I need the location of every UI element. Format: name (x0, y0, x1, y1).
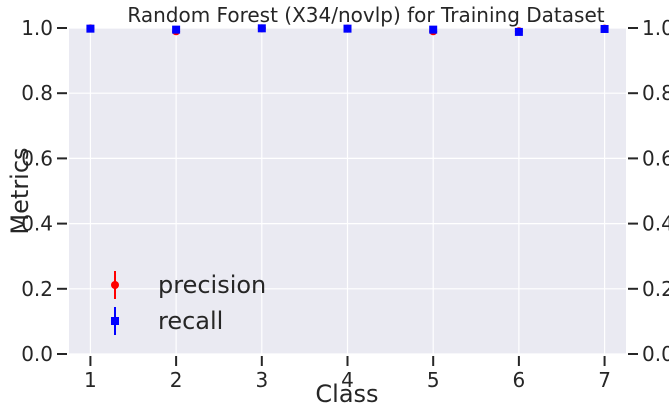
y-tick-label-right: 0.2 (642, 277, 669, 301)
x-tick-label: 3 (255, 368, 268, 392)
legend-marker (111, 281, 119, 289)
y-tick-label-left: 0.2 (21, 277, 53, 301)
x-axis-label: Class (315, 380, 378, 408)
y-tick-label-right: 0.4 (642, 212, 669, 236)
recall-point (429, 25, 438, 34)
y-tick-label-left: 0.6 (21, 146, 53, 170)
legend-item-precision: precision (111, 271, 266, 299)
ticks: 0.0 0.0 0.2 0.2 0.4 0.4 0.6 0.6 0.8 0.8 1.0 1.0 1 2 3 4… (21, 16, 669, 392)
legend: precision recall (111, 271, 266, 335)
x-tick-label: 6 (513, 368, 526, 392)
series-recall (86, 24, 609, 36)
legend-label: recall (158, 307, 223, 335)
x-tick-label: 5 (427, 368, 440, 392)
chart-title: Random Forest (X34/novlp) for Training D… (127, 3, 604, 27)
y-tick-label-right: 1.0 (642, 16, 669, 40)
legend-marker (111, 317, 119, 325)
y-tick-label-right: 0.8 (642, 81, 669, 105)
y-tick-label-left: 0.4 (21, 212, 53, 236)
x-tick-label: 2 (170, 368, 183, 392)
grid (69, 27, 626, 355)
y-tick-label-left: 1.0 (21, 16, 53, 40)
recall-point (257, 24, 266, 33)
x-tick-label: 4 (341, 368, 354, 392)
legend-item-recall: recall (111, 307, 223, 335)
recall-point (86, 24, 95, 33)
x-tick-label: 7 (598, 368, 611, 392)
x-tick-label: 1 (84, 368, 97, 392)
y-tick-label-left: 0.0 (21, 342, 53, 366)
y-tick-label-left: 0.8 (21, 81, 53, 105)
y-tick-label-right: 0.0 (642, 342, 669, 366)
y-tick-label-right: 0.6 (642, 146, 669, 170)
data-marks (86, 24, 609, 36)
legend-label: precision (158, 271, 266, 299)
recall-point (172, 25, 181, 34)
recall-point (514, 27, 523, 36)
recall-point (600, 24, 609, 33)
recall-point (343, 24, 352, 33)
y-axis-label: Metrics (6, 147, 34, 234)
